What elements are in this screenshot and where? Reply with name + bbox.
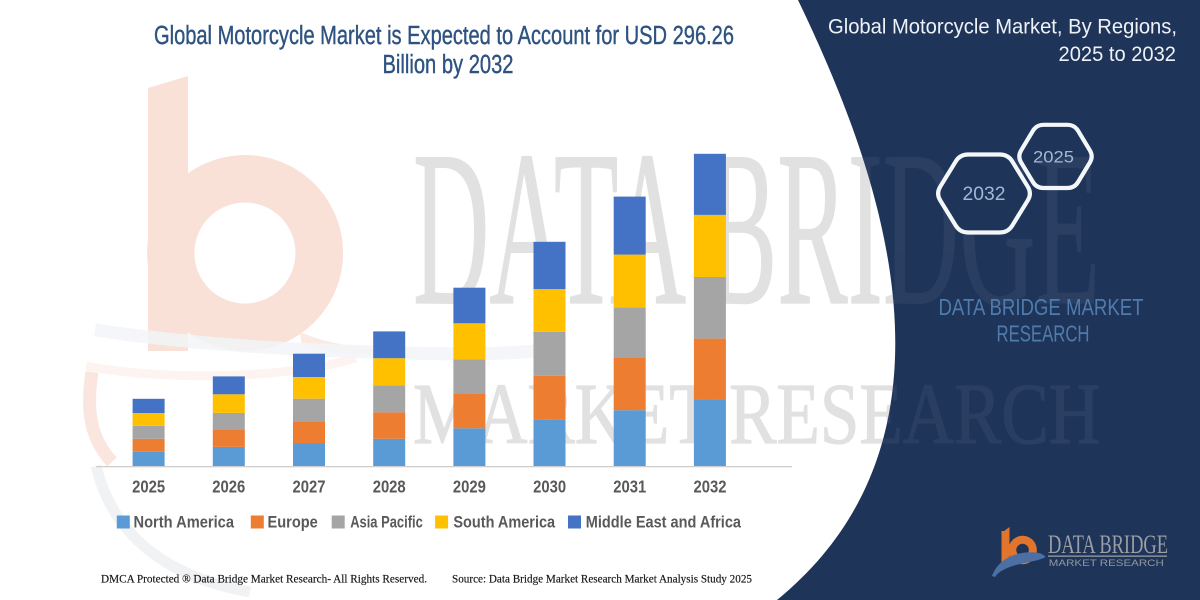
svg-text:North America: North America — [134, 514, 235, 532]
svg-text:2029: 2029 — [453, 477, 486, 497]
svg-text:2025: 2025 — [132, 477, 165, 497]
svg-text:2032: 2032 — [963, 184, 1006, 205]
svg-text:RESEARCH: RESEARCH — [997, 321, 1090, 347]
svg-text:Middle East and Africa: Middle East and Africa — [586, 514, 742, 532]
svg-text:Global Motorcycle Market is Ex: Global Motorcycle Market is Expected to … — [154, 22, 734, 50]
svg-text:2031: 2031 — [613, 477, 646, 497]
svg-text:South America: South America — [453, 514, 555, 532]
svg-text:2027: 2027 — [293, 477, 326, 497]
svg-text:Europe: Europe — [268, 514, 318, 532]
svg-text:Asia Pacific: Asia Pacific — [350, 514, 423, 532]
svg-text:Billion by 2032: Billion by 2032 — [383, 51, 514, 79]
svg-text:DATA BRIDGE MARKET: DATA BRIDGE MARKET — [939, 294, 1144, 320]
svg-text:2026: 2026 — [212, 477, 245, 497]
svg-text:2030: 2030 — [533, 477, 566, 497]
svg-text:2032: 2032 — [694, 477, 727, 497]
svg-text:MARKET RESEARCH: MARKET RESEARCH — [1049, 558, 1164, 568]
svg-text:DMCA Protected ® Data Bridge M: DMCA Protected ® Data Bridge Market Rese… — [101, 574, 427, 586]
svg-text:Source: Data Bridge Market Res: Source: Data Bridge Market Research Mark… — [452, 574, 752, 586]
svg-text:Global Motorcycle Market, By R: Global Motorcycle Market, By Regions, — [828, 15, 1177, 39]
svg-text:2025: 2025 — [1033, 148, 1074, 167]
svg-text:2028: 2028 — [373, 477, 406, 497]
svg-text:DATA BRIDGE: DATA BRIDGE — [1048, 530, 1168, 559]
svg-text:2025 to 2032: 2025 to 2032 — [1059, 42, 1177, 66]
